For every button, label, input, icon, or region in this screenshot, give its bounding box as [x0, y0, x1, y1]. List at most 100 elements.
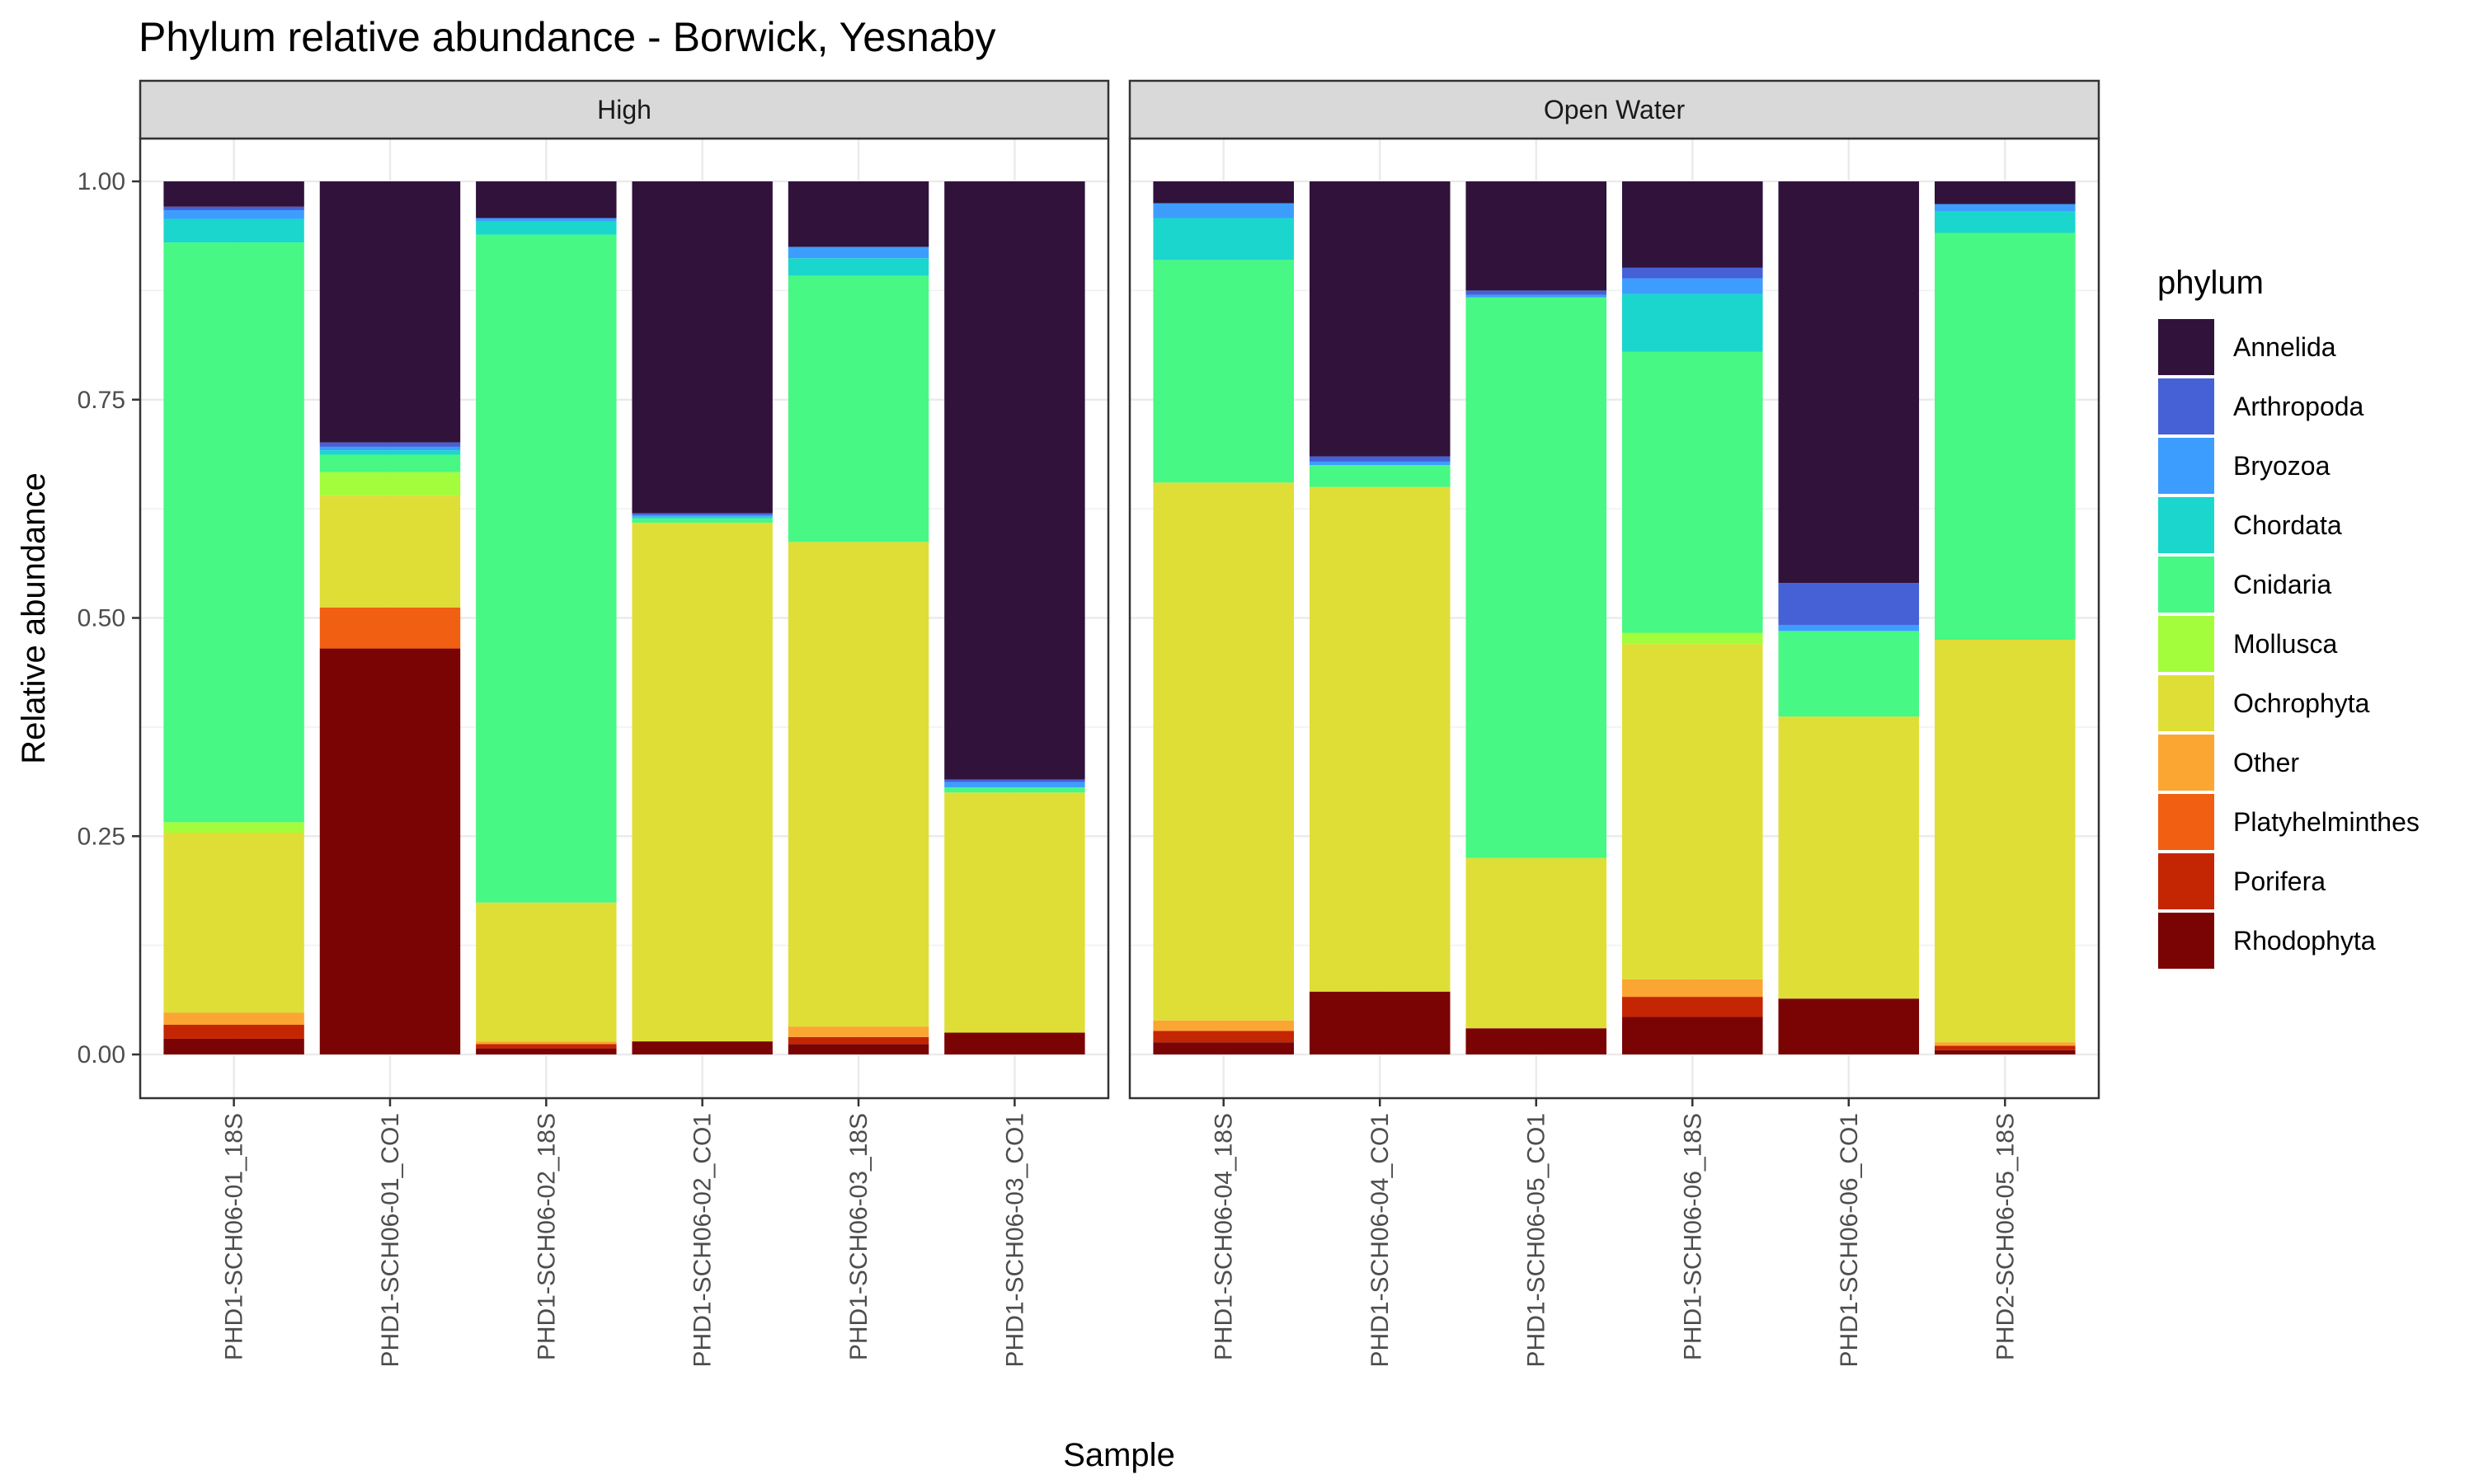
bar-segment: [1621, 632, 1763, 645]
y-tick-label: 0.75: [78, 387, 125, 414]
bar-segment: [1153, 218, 1294, 261]
legend: phylum Annelida Arthropoda Bryozoa Chordata…: [2157, 265, 2420, 970]
legend-label: Porifera: [2233, 866, 2326, 896]
legend-item: Porifera: [2157, 852, 2326, 911]
bar-segment: [1935, 181, 2076, 204]
x-tick-label: PHD1-SCH06-05_CO1: [1523, 1113, 1550, 1367]
bar-segment: [788, 1044, 929, 1054]
legend-key: [2157, 911, 2216, 970]
legend-key: [2157, 317, 2216, 377]
y-tick-label: 0.00: [78, 1041, 125, 1068]
bar-stack: [1935, 181, 2076, 1054]
bar-stack: [476, 181, 617, 1054]
facet-strip-label: Open Water: [1544, 95, 1686, 124]
bar-segment: [788, 1036, 929, 1045]
bar-segment: [788, 258, 929, 276]
legend-item: Cnidaria: [2157, 555, 2331, 614]
x-tick-label: PHD1-SCH06-06_18S: [1679, 1113, 1706, 1360]
bar-stack: [1465, 181, 1607, 1054]
bar-segment: [632, 181, 773, 514]
bar-segment: [632, 514, 773, 517]
bar-segment: [163, 181, 304, 207]
facet-panels: PHD1-SCH06-01_18S PHD1-SCH06-01_CO1 PHD1-S…: [139, 79, 2100, 1367]
bar-stack: [1621, 181, 1763, 1054]
bar-segment: [1778, 624, 1920, 632]
bar-segment: [1309, 181, 1451, 457]
bar-segment: [1778, 181, 1920, 584]
bar-segment: [1309, 991, 1451, 1054]
bar-segment: [944, 181, 1085, 780]
bar-segment: [1935, 204, 2076, 212]
x-tick-label: PHD2-SCH06-05_18S: [1992, 1113, 2019, 1360]
bar-segment: [1153, 203, 1294, 218]
bar-stack: [1778, 181, 1920, 1054]
bar-segment: [319, 495, 461, 608]
bar-segment: [163, 242, 304, 823]
legend-item: Annelida: [2157, 317, 2336, 377]
bar-segment: [944, 779, 1085, 782]
x-tick-label: PHD1-SCH06-04_18S: [1211, 1113, 1238, 1360]
x-tick-label: PHD1-SCH06-01_CO1: [377, 1113, 404, 1367]
legend-key: [2157, 674, 2216, 733]
bar-segment: [476, 902, 617, 1042]
bar-segment: [1778, 716, 1920, 999]
bar-segment: [319, 446, 461, 451]
bar-segment: [163, 833, 304, 1013]
legend-label: Chordata: [2233, 510, 2342, 540]
bar-segment: [163, 1012, 304, 1025]
bar-segment: [476, 1048, 617, 1054]
bar-segment: [1153, 1031, 1294, 1043]
y-tick-label: 0.50: [78, 605, 125, 632]
bar-segment: [944, 1032, 1085, 1054]
bar-segment: [319, 472, 461, 496]
x-tick-label: PHD1-SCH06-02_18S: [533, 1113, 560, 1360]
bar-segment: [163, 1038, 304, 1054]
legend-title: phylum: [2157, 265, 2264, 301]
facet-panel: PHD1-SCH06-04_18S PHD1-SCH06-04_CO1 PHD1-S…: [1128, 79, 2100, 1367]
bar-segment: [1309, 456, 1451, 462]
legend-label: Mollusca: [2233, 629, 2337, 659]
legend-label: Ochrophyta: [2233, 688, 2370, 718]
bar-segment: [1309, 461, 1451, 466]
facet-strip: [139, 79, 1110, 140]
bar-segment: [1465, 857, 1607, 1029]
bar-stack: [1153, 181, 1294, 1054]
facet-panel: PHD1-SCH06-01_18S PHD1-SCH06-01_CO1 PHD1-S…: [139, 79, 1110, 1367]
bar-segment: [476, 234, 617, 903]
bar-segment: [1621, 181, 1763, 268]
bar-segment: [476, 221, 617, 235]
bar-segment: [1465, 294, 1607, 298]
legend-key: [2157, 792, 2216, 852]
bar-stack: [1309, 181, 1451, 1054]
bar-segment: [632, 1041, 773, 1054]
bar-segment: [163, 206, 304, 210]
x-axis-title: Sample: [1063, 1437, 1175, 1473]
bar-segment: [632, 516, 773, 519]
bar-segment: [319, 442, 461, 447]
legend-item: Platyhelminthes: [2157, 792, 2420, 852]
bar-segment: [788, 275, 929, 542]
bar-segment: [1935, 1050, 2076, 1054]
bar-segment: [163, 209, 304, 219]
bar-segment: [1153, 1042, 1294, 1054]
y-tick-label: 1.00: [78, 168, 125, 195]
chart-title: Phylum relative abundance - Borwick, Yes…: [139, 14, 995, 60]
x-tick-label: PHD1-SCH06-04_CO1: [1366, 1113, 1394, 1367]
bar-segment: [1935, 211, 2076, 233]
bar-segment: [163, 1024, 304, 1039]
bar-segment: [1465, 290, 1607, 295]
bar-segment: [1621, 351, 1763, 633]
bar-segment: [1935, 1045, 2076, 1050]
legend-key: [2157, 436, 2216, 495]
bar-segment: [1621, 267, 1763, 279]
bar-segment: [476, 218, 617, 222]
legend-item: Bryozoa: [2157, 436, 2331, 495]
bar-segment: [1153, 181, 1294, 204]
legend-key: [2157, 614, 2216, 674]
bar-stack: [944, 181, 1085, 1054]
bar-segment: [319, 450, 461, 455]
bar-segment: [163, 822, 304, 834]
legend-label: Bryozoa: [2233, 451, 2331, 481]
